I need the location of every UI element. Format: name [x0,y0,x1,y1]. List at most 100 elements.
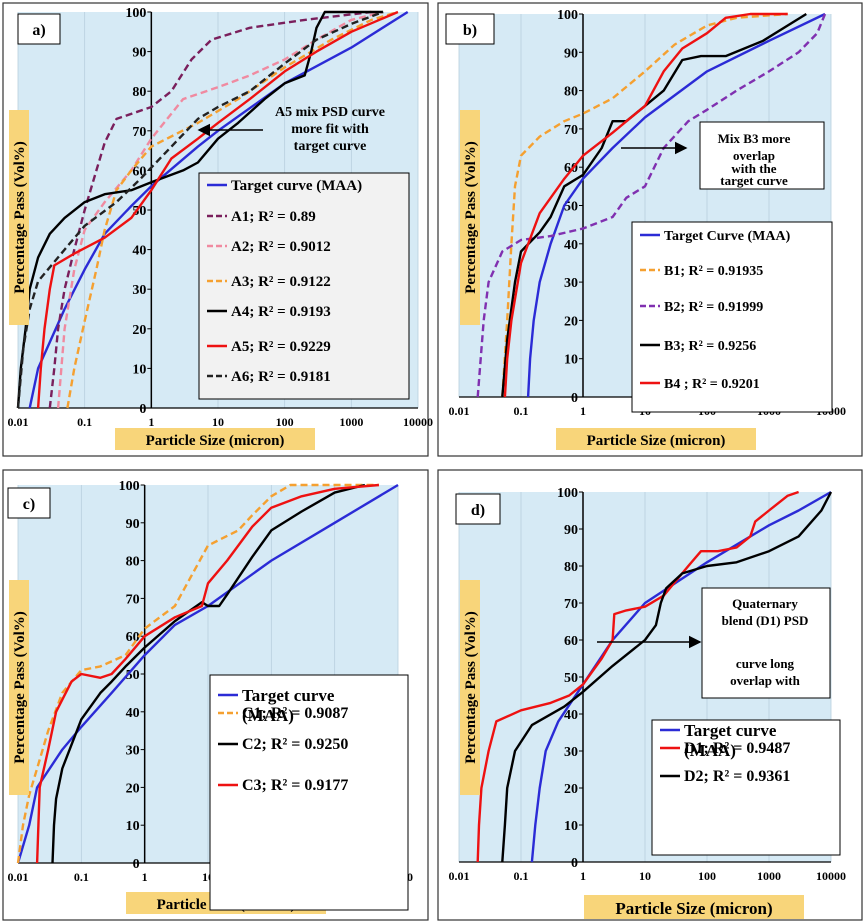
panel-d: 0 10 20 30 40 50 60 70 80 90 100 0.01 0.1 1 10 100 1000 1… [437,469,863,921]
annotation-text: Quaternary [732,596,798,611]
y-tick-label: 30 [126,744,140,759]
panel-label: c) [23,496,35,513]
series-line-1 [526,12,826,398]
annotation-text: overlap [733,148,775,163]
x-label-bg [556,428,756,450]
panel-label-box [445,13,495,45]
y-tick-label: 40 [564,708,578,723]
annotation-text: overlap with [730,673,800,688]
series-line-7 [16,10,384,409]
panel-c: 01020304050607080901000.010.111010010001… [2,469,429,921]
x-tick-label: 0.1 [514,869,529,883]
series-line-5 [16,10,384,409]
x-label-bg [584,895,804,919]
y-tick-label: 70 [132,125,146,140]
y-tick-label: 30 [132,283,146,298]
y-tick-label: 0 [571,856,578,871]
x-tick-label: 0.01 [8,415,29,429]
series-line-5 [503,12,788,398]
y-axis-label: Percentage Pass (Vol%) [12,611,28,763]
panel-label-box [455,493,501,525]
panel-label: d) [471,502,485,519]
legend-label: Target curve (MAA) [231,178,362,194]
panel-b: 01020304050607080901000.010.111010010001… [437,2,863,457]
y-tick-label: 80 [564,85,578,100]
series-line-4 [66,10,399,409]
annotation-box [699,121,825,190]
x-tick-label: 0.01 [449,869,470,883]
x-tick-label: 1 [142,870,148,884]
x-tick-label: 10000 [403,415,433,429]
y-label-bg [9,580,29,795]
legend-label: A2; R² = 0.9012 [231,239,331,255]
y-axis-label: Percentage Pass (Vol%) [463,611,479,763]
y-tick-label: 20 [564,782,578,797]
annotation-text: blend (D1) PSD [722,613,809,628]
annotation-text: with the [731,161,776,176]
y-tick-label: 30 [564,276,578,291]
y-tick-label: 0 [133,857,140,872]
annotation-text: target curve [720,173,788,188]
annotation-text: more fit with [291,122,369,137]
legend-label: B3; R² = 0.9256 [664,339,756,354]
legend-label: Target curve (MAA) [242,686,335,725]
legend-label: C3; R² = 0.9177 [242,777,348,794]
x-tick-label: 10 [639,869,651,883]
y-tick-label: 50 [564,671,578,686]
x-axis-label: Particle Size (micron) [587,433,726,449]
legend-label: A6; R² = 0.9181 [231,369,331,385]
y-tick-label: 70 [564,123,578,138]
y-label-bg [460,110,480,325]
y-tick-label: 80 [126,555,140,570]
y-tick-label: 10 [564,353,578,368]
y-axis-label: Percentage Pass (Vol%) [463,141,479,293]
x-tick-label: 1000 [757,869,781,883]
x-axis-label: Particle Size (micron) [615,899,772,918]
x-tick-label: 0.1 [514,404,529,418]
y-axis-label: Percentage Pass (Vol%) [12,141,28,293]
y-tick-label: 10 [564,819,578,834]
annotation-text: A5 mix PSD curve [275,105,385,120]
x-tick-label: 1000 [339,415,363,429]
legend-box [209,674,409,911]
series-line-3 [51,483,366,864]
legend-label: Target Curve (MAA) [664,229,791,244]
legend-label: B4 ; R² = 0.9201 [664,377,760,392]
legend-box [198,172,410,400]
legend-label: Target curve (MAA) [684,721,777,760]
y-tick-label: 40 [126,706,140,721]
series-line-2 [16,483,379,864]
y-tick-label: 80 [564,560,578,575]
y-tick-label: 20 [126,781,140,796]
y-tick-label: 10 [132,362,146,377]
x-label-bg [115,428,315,450]
y-tick-label: 100 [557,486,578,501]
x-axis-label: Particle Size (micron) [146,433,285,449]
series-line-4 [35,483,380,864]
x-tick-label: 0.01 [449,404,470,418]
x-tick-label: 0.1 [74,870,89,884]
series-line-3 [476,13,827,398]
series-line-6 [36,10,399,409]
y-tick-label: 100 [125,6,146,21]
y-tick-label: 30 [564,745,578,760]
panel-label: b) [463,22,477,39]
y-tick-label: 100 [557,8,578,23]
series-line-3 [501,491,833,863]
y-label-bg [460,580,480,795]
annotation-text: curve long [736,656,795,671]
y-tick-label: 0 [571,391,578,406]
series-line-1 [16,483,399,864]
series-line-2 [48,10,372,409]
legend-label: D1; R² = 0.9487 [684,740,790,757]
annotation-text: Mix B3 more [718,131,791,146]
panel-label-box [7,487,51,519]
y-tick-label: 100 [119,479,140,494]
legend-label: B2; R² = 0.91999 [664,300,763,315]
series-line-4 [501,12,807,398]
y-tick-label: 0 [139,402,146,417]
x-tick-label: 1 [580,404,586,418]
y-tick-label: 40 [564,238,578,253]
y-tick-label: 50 [564,200,578,215]
